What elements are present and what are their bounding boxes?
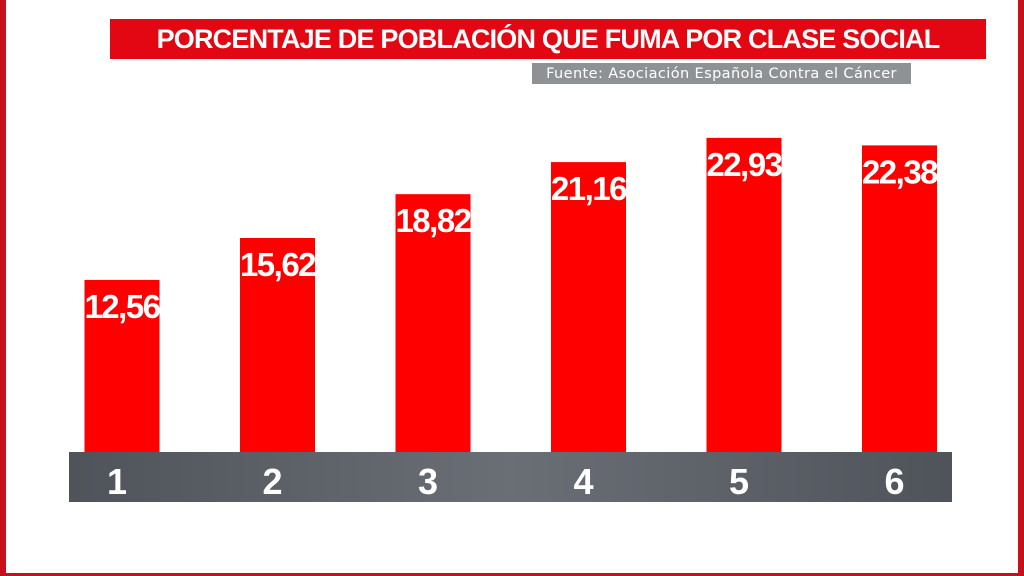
frame-left-border xyxy=(0,0,6,576)
bar-value-label-1: 12,56 xyxy=(84,288,160,325)
x-tick-label-2: 2 xyxy=(262,461,282,502)
bar-5 xyxy=(706,137,782,452)
chart-source-bar: Fuente: Asociación Española Contra el Cá… xyxy=(532,63,911,84)
bar-value-label-3: 18,82 xyxy=(395,202,471,239)
frame-bottom-border xyxy=(0,573,1024,576)
chart-title-bar: PORCENTAJE DE POBLACIÓN QUE FUMA POR CLA… xyxy=(110,19,986,59)
bar-6 xyxy=(862,145,937,453)
chart-source: Fuente: Asociación Española Contra el Cá… xyxy=(546,65,897,82)
bars-layer: 12,56 15,62 18,82 21,16 22,93 22,38 xyxy=(84,137,940,453)
x-tick-label-4: 4 xyxy=(573,461,593,502)
x-tick-label-1: 1 xyxy=(107,461,127,502)
x-axis-ticks: 1 2 3 4 5 6 xyxy=(107,461,905,502)
chart-title: PORCENTAJE DE POBLACIÓN QUE FUMA POR CLA… xyxy=(156,23,941,54)
x-axis-band xyxy=(69,452,952,502)
bar-value-label-4: 21,16 xyxy=(551,170,627,207)
bar-2 xyxy=(240,238,315,452)
x-tick-label-5: 5 xyxy=(729,461,749,502)
bar-value-label-5: 22,93 xyxy=(706,146,782,183)
frame-right-border xyxy=(1018,0,1024,576)
bar-1 xyxy=(84,279,160,452)
bar-4 xyxy=(551,162,626,452)
x-tick-label-6: 6 xyxy=(884,461,904,502)
bar-3 xyxy=(395,194,471,452)
bar-value-label-6: 22,38 xyxy=(862,153,938,190)
x-tick-label-3: 3 xyxy=(418,461,438,502)
bar-value-label-2: 15,62 xyxy=(240,246,316,283)
